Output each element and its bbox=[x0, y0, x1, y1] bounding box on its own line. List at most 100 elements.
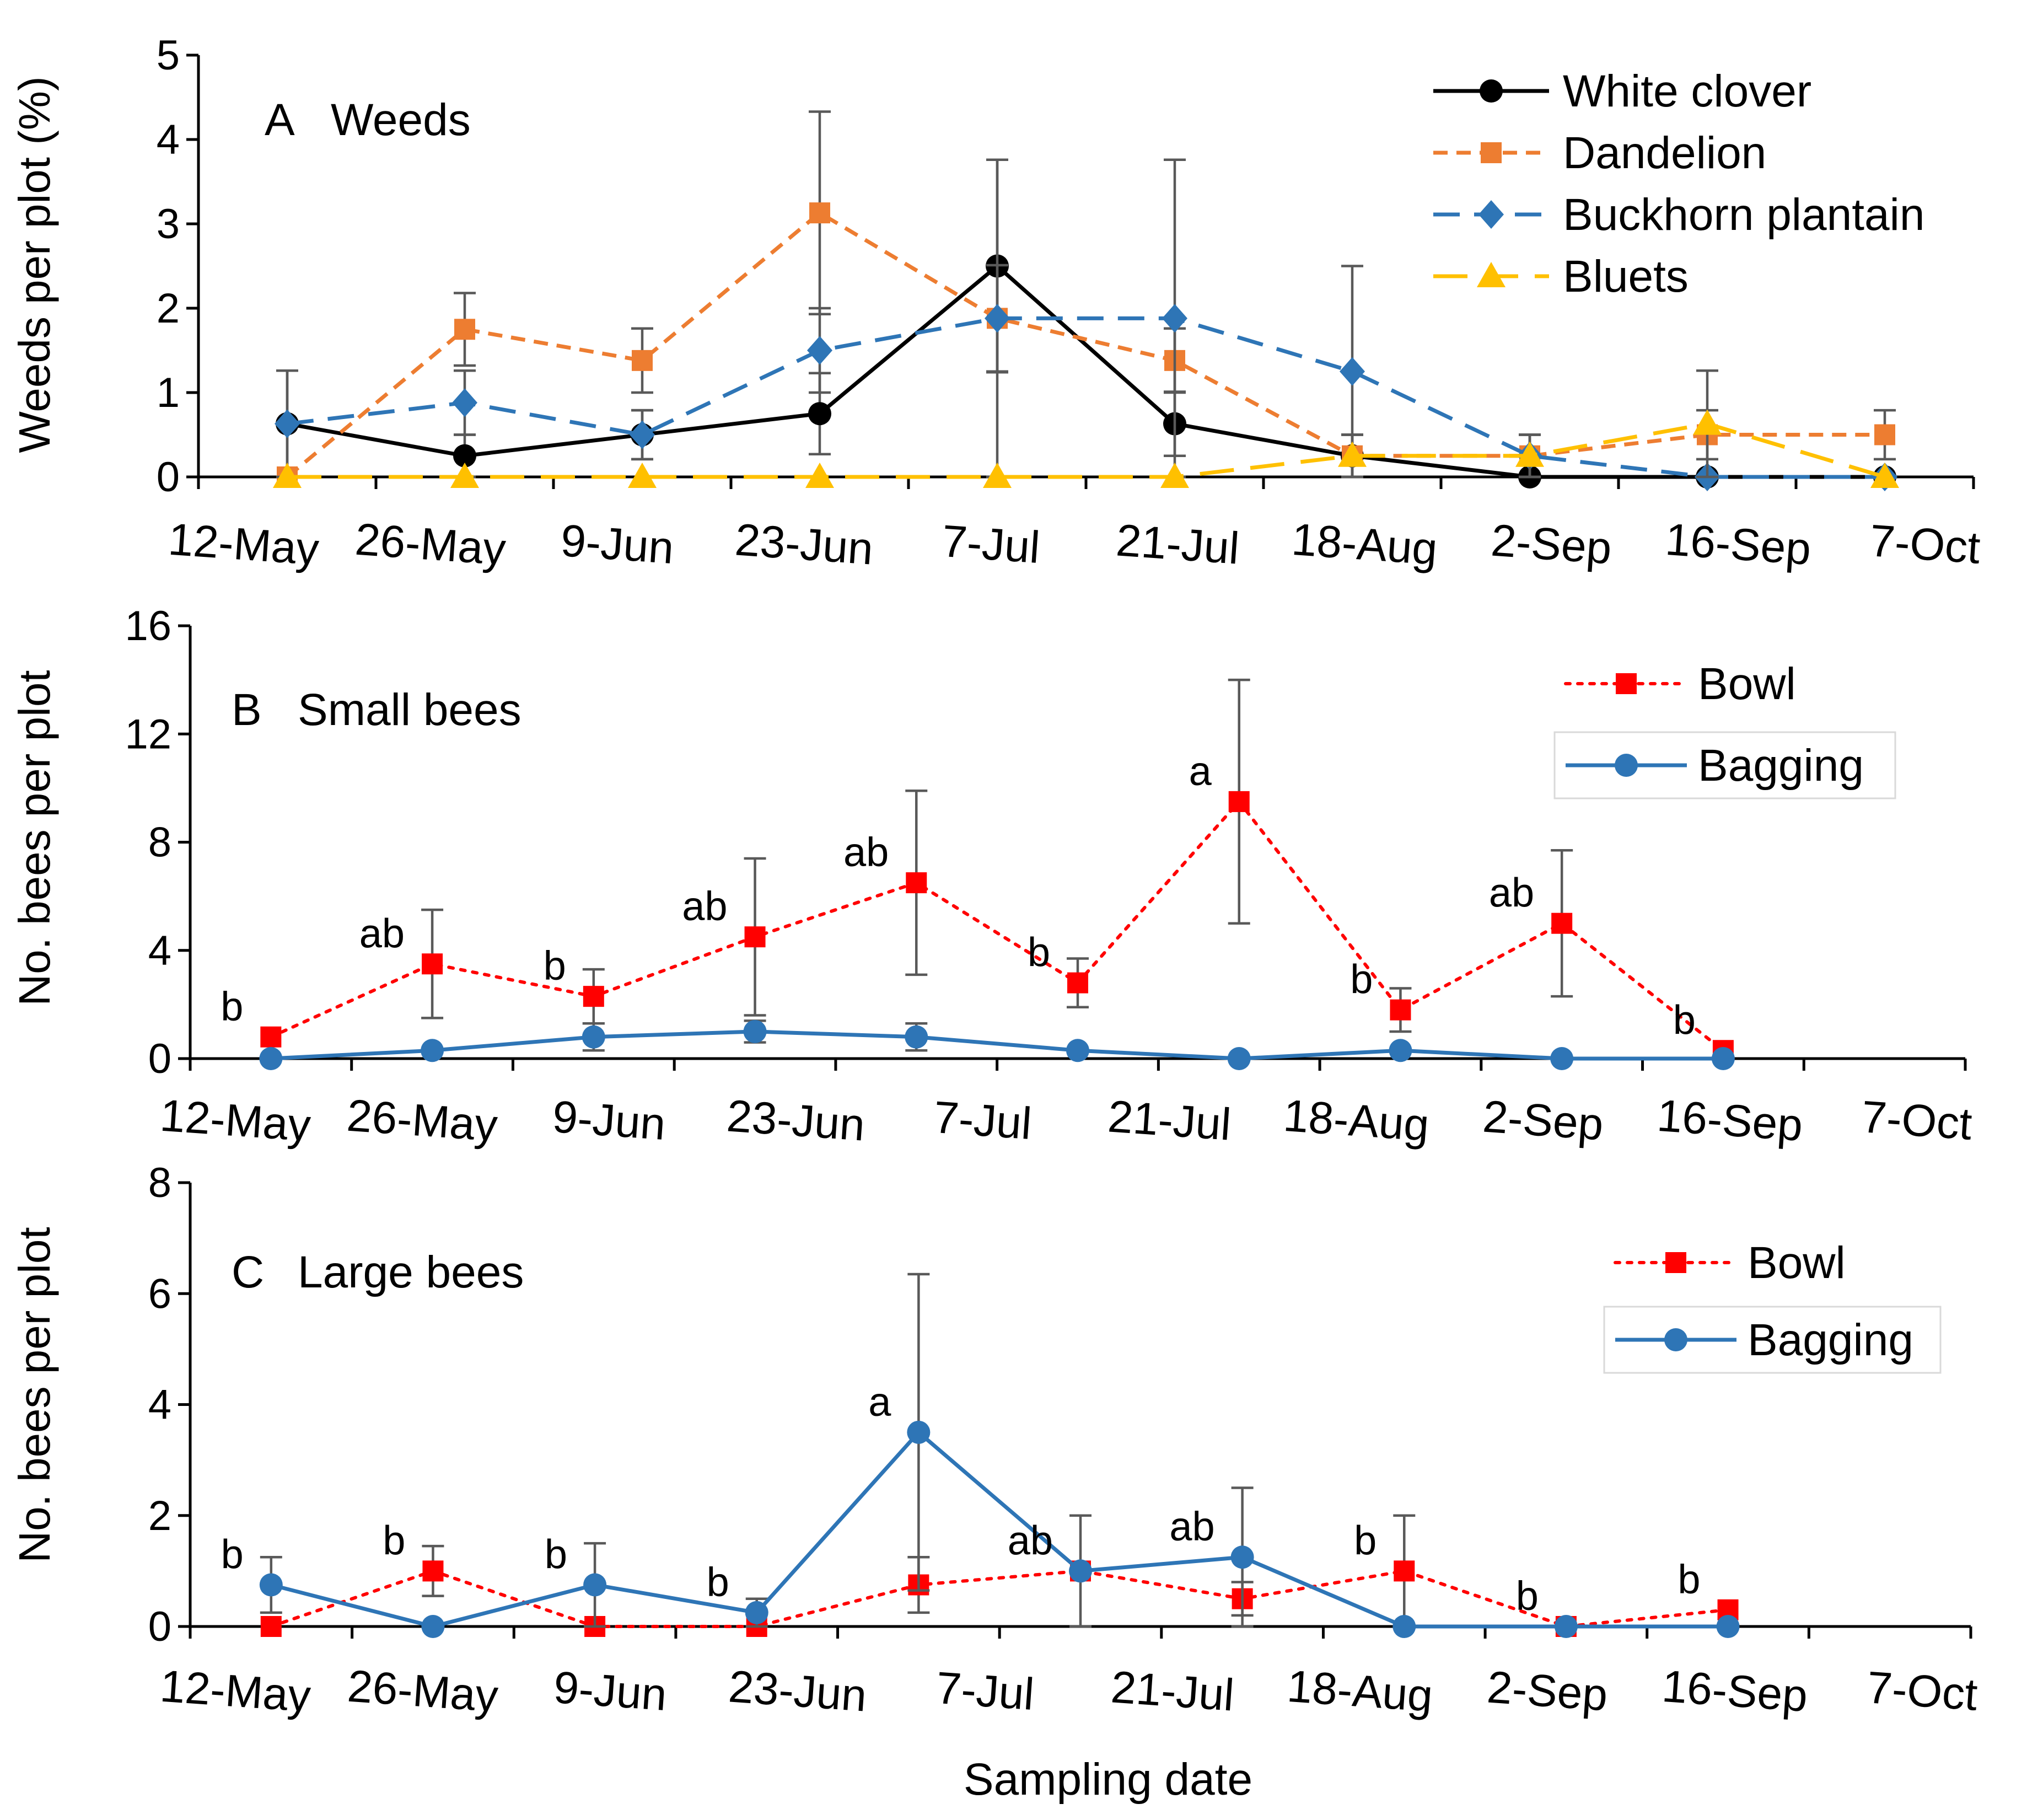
panel-c-x-tick-label: 7-Jul bbox=[934, 1663, 1036, 1720]
panel-b-significance-label: ab bbox=[1489, 870, 1534, 916]
panel-a-legend-dandelion-label: Dandelion bbox=[1563, 128, 1766, 178]
panel-c-y-tick-label: 8 bbox=[148, 1159, 171, 1206]
panel-a-legend-buckhorn-plantain-label: Buckhorn plantain bbox=[1563, 190, 1924, 240]
panel-a-legend-bluets-marker bbox=[1477, 262, 1506, 287]
panel-b-x-tick-label: 12-May bbox=[158, 1091, 312, 1151]
panel-c-x-tick-label: 26-May bbox=[346, 1661, 499, 1722]
panel-c-bowl-point bbox=[1394, 1560, 1415, 1582]
panel-b-bagging-point bbox=[743, 1019, 767, 1043]
panel-b-title: Small bees bbox=[298, 685, 521, 735]
panel-a-bluets-point bbox=[1160, 463, 1189, 488]
panel-a-y-tick-label: 4 bbox=[157, 116, 180, 163]
panel-b-significance-label: b bbox=[1673, 997, 1696, 1043]
panel-b-bowl-point bbox=[422, 953, 443, 975]
panel-a-legend-white-clover-marker bbox=[1480, 79, 1503, 103]
panel-b-bagging-line bbox=[271, 1029, 1723, 1061]
panel-b-significance-label: b bbox=[544, 943, 566, 989]
panel-a-x-tick-label: 7-Oct bbox=[1868, 516, 1982, 573]
panel-c-x-tick-label: 12-May bbox=[158, 1661, 312, 1722]
panel-a-buckhorn-plantain-point bbox=[1340, 357, 1365, 386]
panel-a-x-tick-label: 16-Sep bbox=[1664, 514, 1813, 575]
panel-a-x-tick-label: 2-Sep bbox=[1490, 516, 1614, 574]
panel-a-bluets-point bbox=[805, 463, 834, 488]
panel-b-bagging-point bbox=[1227, 1047, 1251, 1070]
panel-c-x-tick-label: 2-Sep bbox=[1486, 1662, 1610, 1721]
panel-a-dandelion-point bbox=[1874, 424, 1895, 445]
panel-a-x-tick-label: 21-Jul bbox=[1115, 515, 1241, 573]
panel-a-dandelion-point bbox=[809, 202, 830, 224]
panel-b-significance-label: ab bbox=[843, 829, 889, 875]
panel-a-legend-bluets-label: Bluets bbox=[1563, 251, 1689, 302]
panel-a-y-tick-label: 3 bbox=[157, 201, 180, 248]
panel-c-x-tick-label: 23-Jun bbox=[727, 1661, 868, 1721]
panel-a-white-clover-point bbox=[808, 402, 831, 426]
panel-c-bagging-point bbox=[907, 1420, 931, 1444]
panel-a-y-tick-label: 2 bbox=[157, 285, 180, 332]
panel-b-significance-label: b bbox=[221, 984, 243, 1029]
panel-c-significance-label: b bbox=[383, 1517, 405, 1563]
panel-c-x-tick-label: 21-Jul bbox=[1109, 1662, 1235, 1720]
panel-c-significance-label: b bbox=[545, 1532, 567, 1577]
panel-c-legend-bagging-marker bbox=[1664, 1328, 1687, 1351]
panel-a-white-clover-point bbox=[453, 444, 476, 468]
panel-b-bagging-point bbox=[1066, 1039, 1089, 1062]
panel-c-significance-label: ab bbox=[1008, 1517, 1053, 1563]
panel-b-y-tick-label: 0 bbox=[148, 1035, 171, 1082]
panel-b-small-bees: 0 4 8 12 16 12-May 26-May 9-Jun 23-Jun 7-Jul 21-Ju… bbox=[10, 603, 1974, 1151]
panel-b-significance-label: b bbox=[1028, 930, 1050, 975]
panel-a-bluets-point bbox=[1515, 441, 1544, 467]
panel-a-x-tick-label: 7-Jul bbox=[940, 516, 1042, 573]
panel-b-y-axis-title: No. bees per plot bbox=[10, 670, 59, 1006]
panel-a-bluets-point bbox=[1870, 463, 1899, 488]
panel-c-significance-label: ab bbox=[1169, 1504, 1214, 1549]
panel-b-x-tick-label: 2-Sep bbox=[1481, 1092, 1605, 1150]
panel-a-buckhorn-plantain-line bbox=[287, 316, 1885, 479]
panel-b-significance-label: ab bbox=[359, 910, 405, 956]
panel-c-x-axis-title: Sampling date bbox=[964, 1754, 1252, 1805]
panel-c-bagging-point bbox=[583, 1573, 607, 1597]
panel-c-significance-label: b bbox=[1516, 1573, 1539, 1619]
panel-a-buckhorn-plantain-point bbox=[985, 304, 1010, 333]
panel-c-y-tick-label: 0 bbox=[148, 1603, 171, 1650]
panel-b-x-tick-label: 26-May bbox=[345, 1091, 499, 1151]
panel-b-bagging-point bbox=[421, 1039, 444, 1062]
panel-c-large-bees: 0 2 4 6 8 12-May 26-May 9-Jun 23-Jun 7-Jul 21-Jul 1… bbox=[10, 1159, 1979, 1805]
panel-a-dandelion-point bbox=[454, 319, 475, 340]
panel-a-y-axis-title: Weeds per plot (%) bbox=[10, 76, 59, 453]
panel-b-bowl-point bbox=[583, 986, 604, 1007]
panel-c-legend-bowl-label: Bowl bbox=[1748, 1238, 1846, 1288]
panel-a-buckhorn-plantain-point bbox=[452, 388, 477, 417]
panel-c-y-tick-label: 6 bbox=[148, 1270, 171, 1317]
panel-a-x-tick-label: 18-Aug bbox=[1290, 514, 1439, 575]
panel-c-legend-bowl-marker bbox=[1665, 1252, 1686, 1273]
panel-c-significance-label: a bbox=[868, 1379, 891, 1425]
panel-b-x-tick-label: 21-Jul bbox=[1106, 1091, 1233, 1150]
panel-c-bagging-point bbox=[745, 1601, 768, 1624]
panel-b-y-tick-label: 8 bbox=[148, 819, 171, 866]
panel-a-bluets-point bbox=[983, 463, 1012, 488]
panel-c-bagging-line bbox=[270, 1429, 1728, 1629]
panel-c-x-tick-label: 9-Jun bbox=[552, 1662, 668, 1720]
panel-a-x-tick-label: 12-May bbox=[166, 514, 320, 575]
panel-b-x-tick-label: 7-Jul bbox=[932, 1092, 1034, 1149]
panel-b-bowl-point bbox=[260, 1026, 282, 1048]
panel-c-bowl-point bbox=[260, 1616, 282, 1637]
panel-c-significance-label: b bbox=[1354, 1517, 1377, 1563]
panel-b-bowl-point bbox=[744, 926, 766, 948]
panel-c-y-axis-title: No. bees per plot bbox=[10, 1227, 59, 1563]
panel-a-x-tick-label: 26-May bbox=[353, 514, 507, 575]
panel-b-letter: B bbox=[232, 685, 262, 735]
panel-b-x-tick-label: 9-Jun bbox=[551, 1092, 667, 1150]
panel-a-x-tick-label: 23-Jun bbox=[733, 514, 874, 574]
panel-c-bagging-point bbox=[1554, 1615, 1578, 1638]
panel-a-buckhorn-plantain-point bbox=[275, 409, 300, 438]
panel-a-x-tick-label: 9-Jun bbox=[559, 516, 675, 573]
panel-a-buckhorn-plantain-point bbox=[807, 336, 832, 365]
panel-b-legend-bagging-marker bbox=[1615, 754, 1638, 777]
panel-b-bagging-point bbox=[259, 1047, 283, 1070]
panel-a-bluets-line bbox=[287, 422, 1886, 479]
panel-b-bagging-point bbox=[1711, 1047, 1735, 1070]
panel-c-bagging-point bbox=[421, 1615, 445, 1638]
panel-b-bowl-point bbox=[1228, 791, 1250, 812]
panel-c-bowl-point bbox=[422, 1560, 444, 1582]
